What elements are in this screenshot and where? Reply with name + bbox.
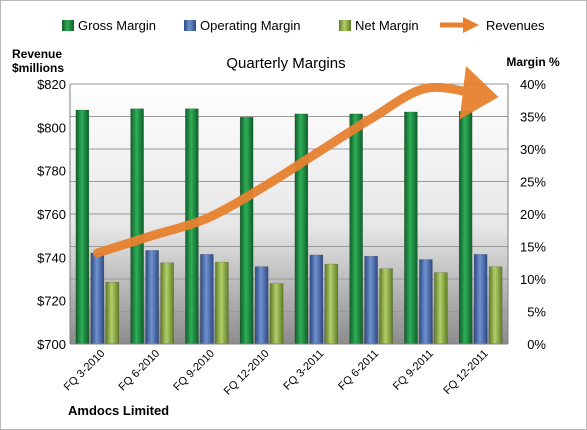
right-axis-tick-label: 0% [527, 337, 546, 352]
bar-operating-margin [200, 254, 214, 345]
right-axis-tick-label: 30% [520, 142, 546, 157]
revenue-line [92, 65, 499, 258]
legend-swatch-gross-margin [62, 20, 74, 31]
legend-swatch-operating-margin [184, 20, 196, 31]
bar-gross-margin [130, 108, 144, 345]
left-axis-tick-label: $720 [37, 294, 66, 309]
bar-net-margin [269, 283, 284, 345]
right-axis-tick-label: 15% [520, 240, 546, 255]
left-axis-label-line2: $millions [12, 61, 64, 75]
left-axis-tick-label: $760 [37, 207, 66, 222]
legend-label-gross-margin: Gross Margin [78, 18, 156, 33]
bar-net-margin [105, 282, 120, 345]
bars [75, 108, 503, 345]
legend-item-revenues: Revenues [440, 17, 545, 33]
right-axis-label: Margin % [506, 55, 560, 69]
chart-title: Quarterly Margins [226, 55, 345, 72]
legend-label-net-margin: Net Margin [355, 18, 419, 33]
left-axis-tick-label: $820 [37, 77, 66, 92]
bar-net-margin [160, 262, 174, 345]
legend-item-operating-margin: Operating Margin [184, 18, 300, 33]
bar-operating-margin [364, 256, 378, 345]
bar-gross-margin [239, 116, 254, 345]
bar-net-margin [488, 266, 503, 345]
bar-net-margin [324, 263, 339, 345]
bar-gross-margin [458, 111, 473, 345]
bar-gross-margin [404, 111, 418, 345]
bar-operating-margin [145, 250, 159, 345]
right-axis-tick-label: 40% [520, 77, 546, 92]
left-axis-label-line1: Revenue [12, 47, 62, 61]
bar-gross-margin [75, 109, 90, 345]
legend-item-gross-margin: Gross Margin [62, 18, 156, 33]
left-axis-tick-label: $700 [37, 337, 66, 352]
bar-operating-margin [254, 266, 269, 345]
bar-operating-margin [309, 254, 324, 345]
legend-arrow-icon [463, 17, 479, 33]
right-axis-tick-label: 20% [520, 207, 546, 222]
bar-net-margin [379, 268, 393, 345]
right-axis-tick-label: 5% [527, 305, 546, 320]
legend-item-net-margin: Net Margin [339, 18, 419, 33]
legend-swatch-net-margin [339, 20, 351, 31]
right-axis-tick-label: 10% [520, 272, 546, 287]
left-axis-tick-label: $780 [37, 164, 66, 179]
bar-operating-margin [90, 252, 105, 345]
bar-operating-margin [419, 259, 433, 345]
bar-gross-margin [349, 113, 363, 345]
right-axis-tick-label: 35% [520, 110, 546, 125]
bar-operating-margin [473, 254, 488, 345]
right-axis-tick-label: 25% [520, 175, 546, 190]
revenue-line-path [92, 65, 499, 258]
legend-label-operating-margin: Operating Margin [200, 18, 300, 33]
footer-company: Amdocs Limited [68, 403, 169, 418]
legend-label-revenues: Revenues [486, 18, 545, 33]
bar-net-margin [434, 272, 448, 345]
bar-gross-margin [294, 113, 309, 345]
left-axis-tick-label: $800 [37, 120, 66, 135]
left-axis-tick-label: $740 [37, 250, 66, 265]
legend: Gross Margin Operating Margin Net Margin… [62, 17, 545, 33]
bar-net-margin [215, 261, 229, 345]
